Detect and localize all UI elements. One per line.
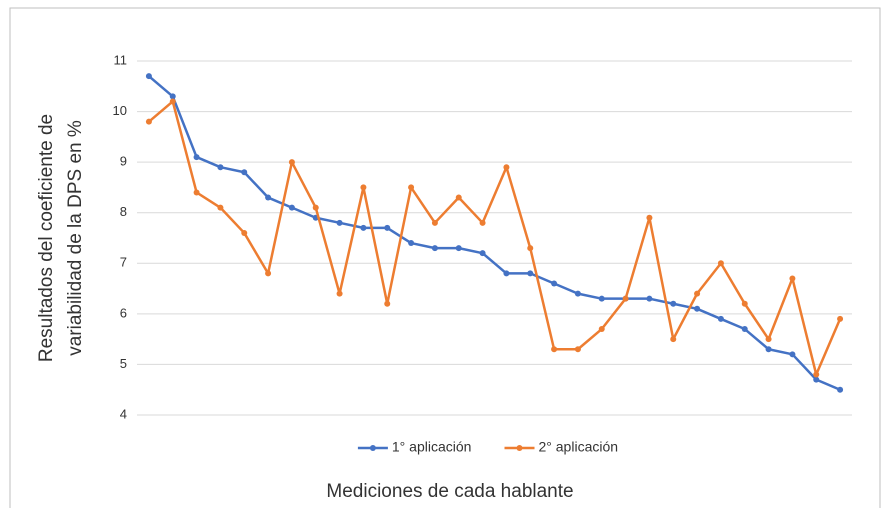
data-point <box>384 300 391 307</box>
data-point <box>813 371 820 378</box>
y-tick-label: 8 <box>120 204 127 219</box>
data-point <box>193 189 200 196</box>
data-point <box>527 270 534 277</box>
series-line <box>148 100 842 376</box>
data-point <box>813 376 820 383</box>
data-point <box>265 194 272 201</box>
data-point <box>455 194 462 201</box>
data-point <box>408 240 415 247</box>
data-point <box>217 204 224 211</box>
y-axis-title-line: Resultados del coeficiente de <box>36 114 57 362</box>
data-point <box>479 219 486 226</box>
data-point <box>336 219 343 226</box>
data-point <box>288 204 295 211</box>
data-point <box>503 270 510 277</box>
data-point <box>431 245 438 252</box>
data-point <box>145 73 152 80</box>
data-point <box>694 290 701 297</box>
data-point <box>503 164 510 171</box>
legend-marker <box>516 445 523 451</box>
series-line <box>148 75 841 391</box>
data-point <box>670 300 677 307</box>
data-point <box>145 118 152 125</box>
data-point <box>765 346 772 353</box>
data-point <box>527 245 534 252</box>
data-point <box>551 280 558 287</box>
data-point <box>431 219 438 226</box>
data-point <box>193 154 200 161</box>
y-tick-label: 6 <box>120 305 127 320</box>
legend-marker <box>369 445 376 451</box>
data-point <box>717 315 724 322</box>
data-point <box>741 326 748 333</box>
data-point <box>360 184 367 191</box>
data-point <box>169 93 176 100</box>
chart-frame <box>9 7 881 508</box>
data-point <box>169 98 176 105</box>
legend-label: 1° aplicación <box>392 439 472 455</box>
y-tick-label: 7 <box>120 255 127 270</box>
legend-label: 2° aplicación <box>539 439 619 455</box>
data-point <box>670 336 677 343</box>
data-point <box>217 164 224 171</box>
data-point <box>265 270 272 277</box>
y-tick-label: 9 <box>120 154 127 169</box>
y-tick-label: 11 <box>114 52 128 67</box>
data-point <box>765 336 772 343</box>
y-tick-label: 5 <box>120 356 127 371</box>
data-point <box>241 169 248 176</box>
data-point <box>360 224 367 231</box>
data-point <box>384 224 391 231</box>
data-point <box>598 295 605 302</box>
data-point <box>646 295 653 302</box>
data-point <box>574 290 581 297</box>
data-point <box>312 204 319 211</box>
data-point <box>479 250 486 257</box>
data-point <box>789 275 796 282</box>
data-point <box>837 315 844 322</box>
data-point <box>646 214 653 221</box>
data-point <box>408 184 415 191</box>
y-axis-title-line: variabilidad de la DPS en % <box>65 120 86 356</box>
data-point <box>574 346 581 353</box>
data-point <box>789 351 796 358</box>
x-axis-title: Mediciones de cada hablante <box>326 481 573 502</box>
data-point <box>551 346 558 353</box>
data-point <box>622 295 629 302</box>
data-point <box>837 386 844 393</box>
y-tick-label: 10 <box>113 103 127 118</box>
y-tick-label: 4 <box>120 406 127 421</box>
data-point <box>336 290 343 297</box>
data-point <box>717 260 724 267</box>
y-axis-title: Resultados del coeficiente de variabilid… <box>36 114 86 362</box>
data-point <box>741 300 748 307</box>
data-point <box>455 245 462 252</box>
data-point <box>288 159 295 166</box>
data-point <box>241 229 248 236</box>
data-point <box>694 305 701 312</box>
data-point <box>598 326 605 333</box>
